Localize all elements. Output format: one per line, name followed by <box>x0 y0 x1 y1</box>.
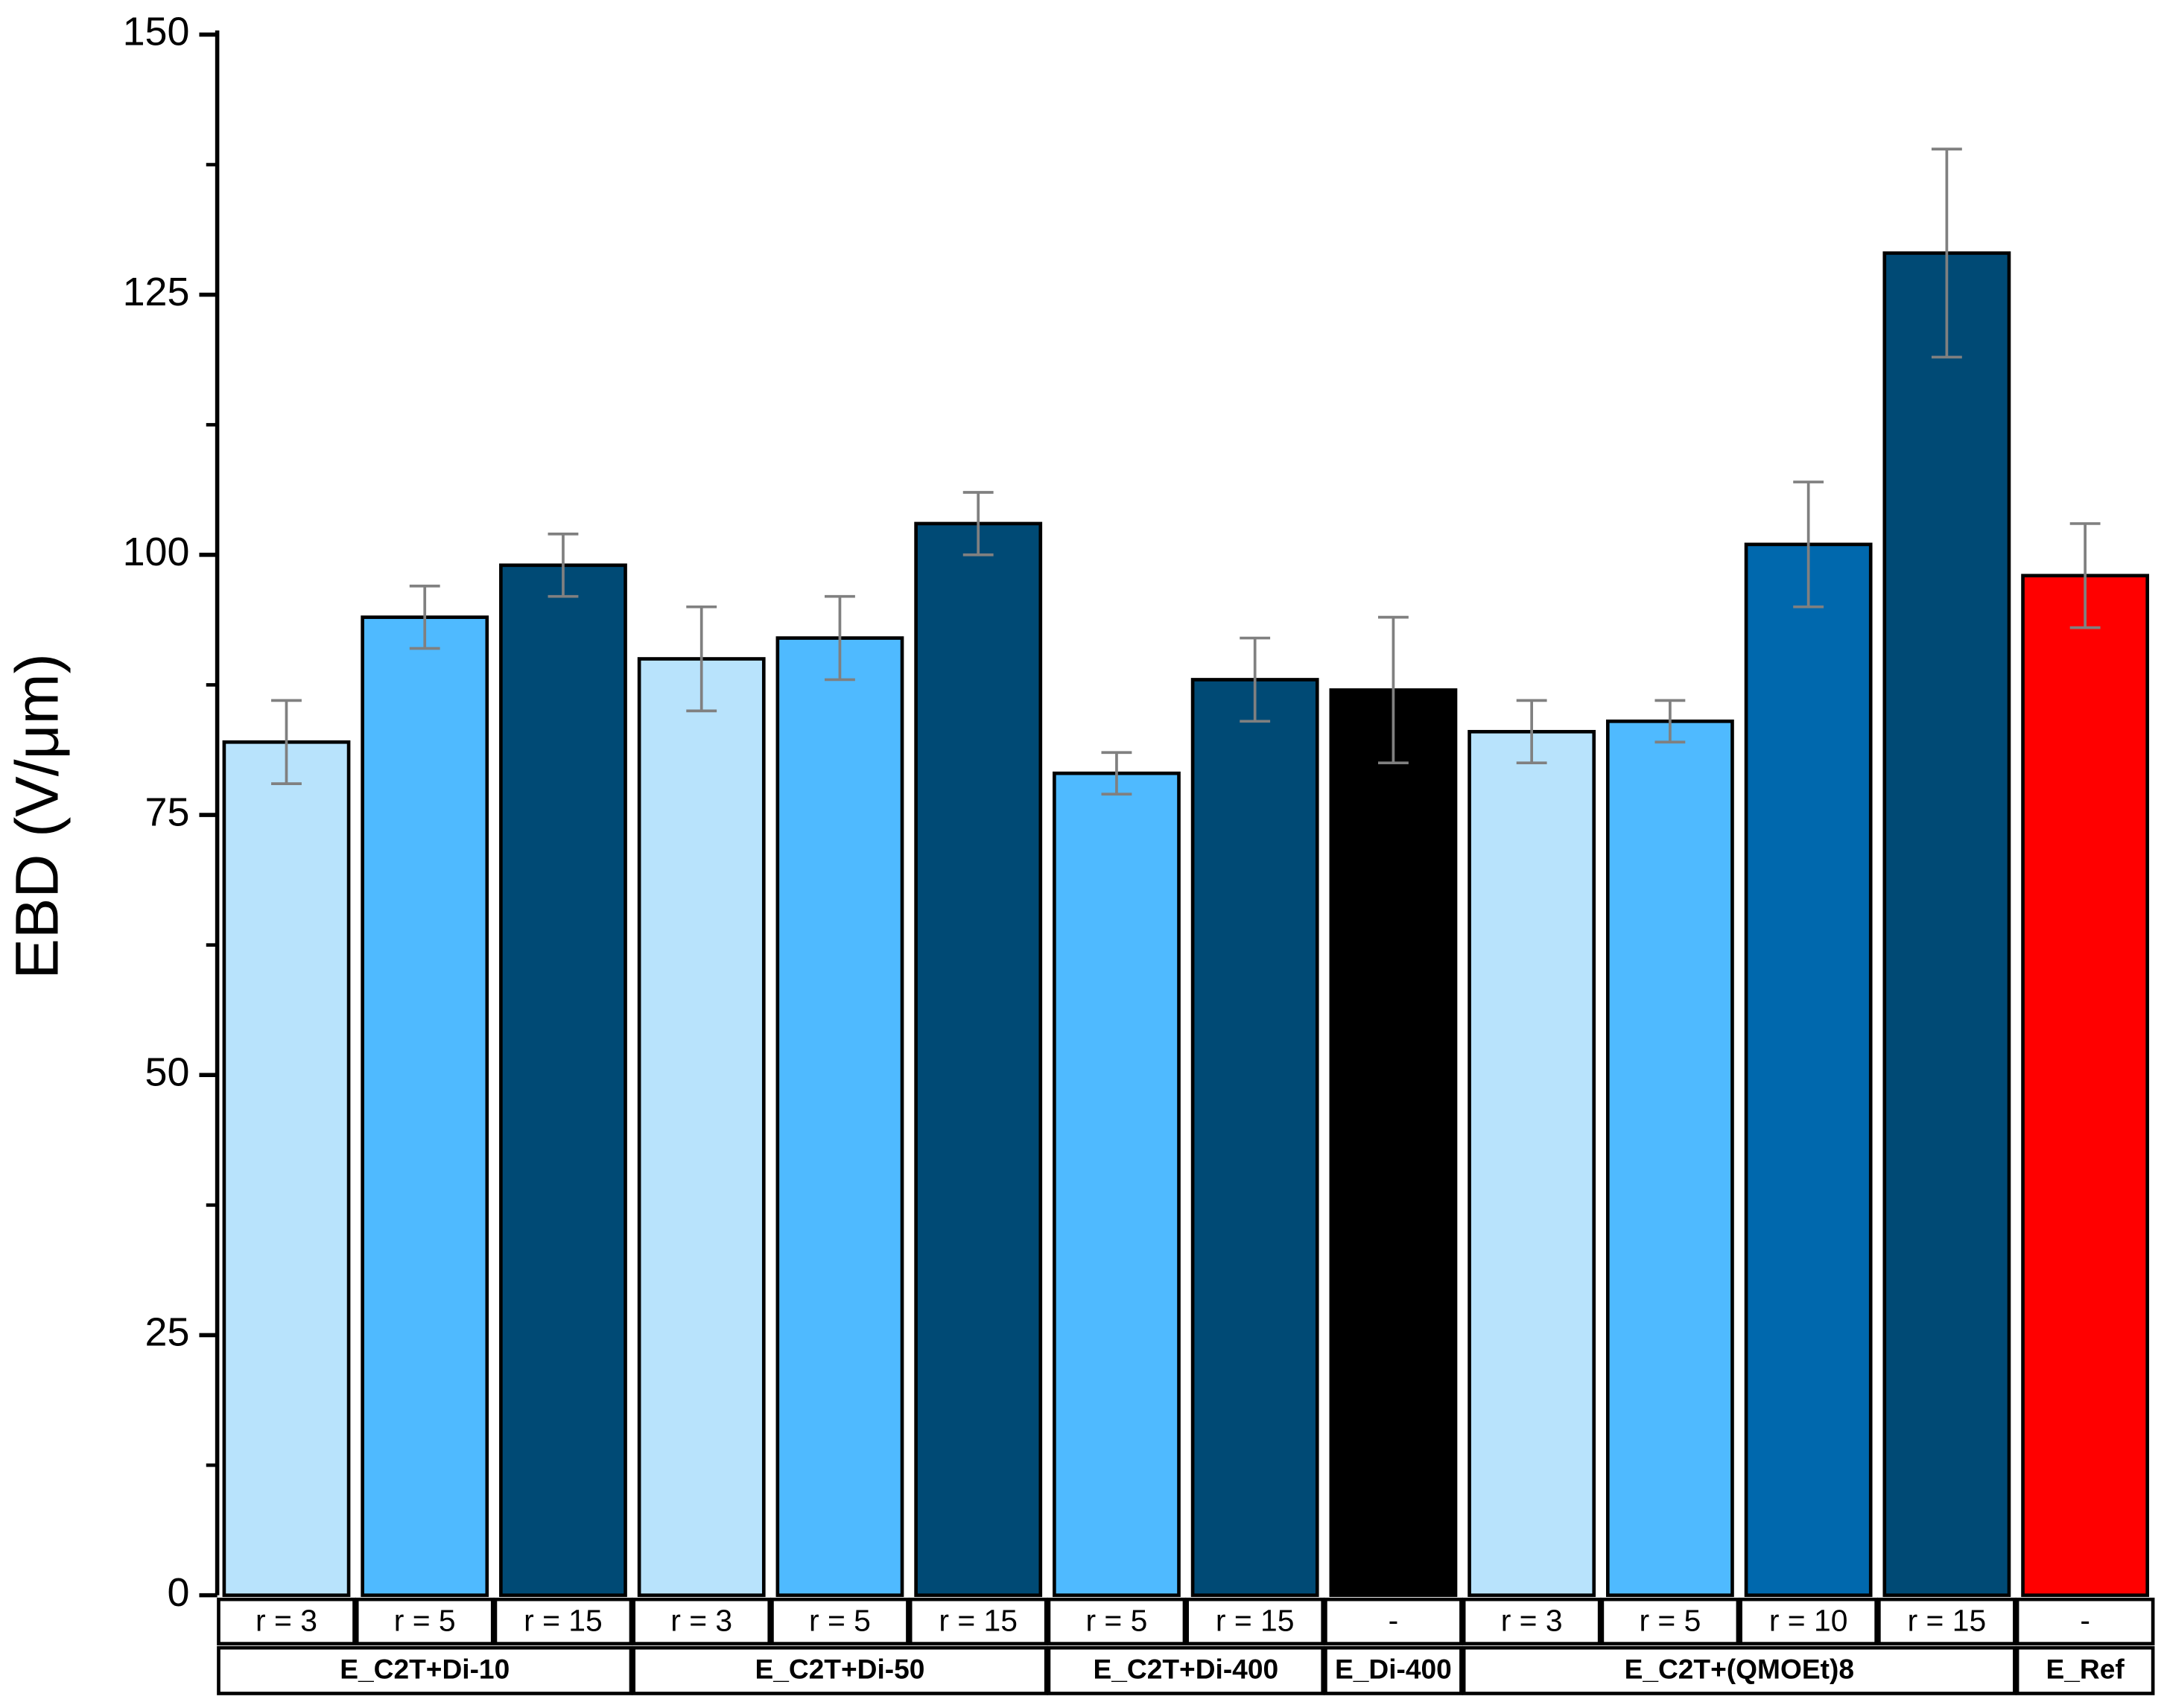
x-tick-label: r = 3 <box>1501 1604 1563 1638</box>
bar <box>1467 729 1596 1597</box>
category-box <box>1877 1597 2017 1645</box>
bar <box>361 615 489 1597</box>
x-tick-label: r = 3 <box>256 1604 317 1638</box>
y-axis-label: EBD (V/μm) <box>3 653 71 980</box>
category-box <box>908 1597 1048 1645</box>
bar <box>775 636 904 1597</box>
x-tick-label: r = 15 <box>1216 1604 1295 1638</box>
x-tick-label: r = 15 <box>524 1604 603 1638</box>
x-tick-label: - <box>2080 1604 2090 1638</box>
category-box <box>1185 1597 1325 1645</box>
group-box <box>1462 1645 2017 1695</box>
x-tick-label: r = 15 <box>939 1604 1018 1638</box>
category-box <box>632 1597 772 1645</box>
category-box <box>1047 1597 1187 1645</box>
x-tick-label: r = 10 <box>1769 1604 1848 1638</box>
group-label: E_Di-400 <box>1335 1654 1452 1685</box>
bar <box>2021 574 2150 1597</box>
category-box <box>2015 1597 2155 1645</box>
category-box <box>355 1597 495 1645</box>
y-tick-label: 150 <box>123 10 190 54</box>
bar <box>1329 688 1458 1597</box>
y-tick-label: 0 <box>167 1570 189 1615</box>
group-box <box>217 1645 633 1695</box>
group-label: E_C2T+(QMOEt)8 <box>1625 1654 1854 1685</box>
group-box <box>2015 1645 2155 1695</box>
bar <box>1882 251 2011 1597</box>
x-tick-label: r = 3 <box>670 1604 732 1638</box>
y-tick-label: 25 <box>145 1310 190 1355</box>
x-tick-label: r = 5 <box>1085 1604 1147 1638</box>
group-label: E_C2T+Di-50 <box>755 1654 924 1685</box>
group-label: E_Ref <box>2046 1654 2125 1685</box>
group-box <box>1047 1645 1325 1695</box>
group-label: E_C2T+Di-400 <box>1093 1654 1278 1685</box>
category-box <box>1600 1597 1740 1645</box>
y-tick-label: 125 <box>123 270 190 314</box>
category-box <box>1739 1597 1878 1645</box>
category-box <box>1462 1597 1602 1645</box>
y-tick-label: 100 <box>123 530 190 574</box>
group-box <box>632 1645 1048 1695</box>
y-tick-label: 75 <box>145 790 190 834</box>
category-box <box>1324 1597 1463 1645</box>
group-label: E_C2T+Di-10 <box>340 1654 510 1685</box>
bar <box>914 521 1043 1597</box>
bar <box>1605 719 1734 1597</box>
category-box <box>217 1597 356 1645</box>
x-tick-label: r = 5 <box>1639 1604 1701 1638</box>
bar <box>1190 678 1319 1597</box>
bar <box>1744 542 1873 1597</box>
x-tick-label: r = 5 <box>394 1604 456 1638</box>
bar <box>1053 771 1181 1597</box>
y-tick-label: 50 <box>145 1050 190 1094</box>
group-box <box>1324 1645 1463 1695</box>
bar <box>499 563 627 1597</box>
category-box <box>493 1597 633 1645</box>
bar <box>222 740 351 1597</box>
category-box <box>770 1597 910 1645</box>
x-tick-label: r = 5 <box>809 1604 871 1638</box>
x-tick-label: - <box>1389 1604 1399 1638</box>
x-tick-label: r = 15 <box>1908 1604 1987 1638</box>
bar <box>637 657 766 1597</box>
